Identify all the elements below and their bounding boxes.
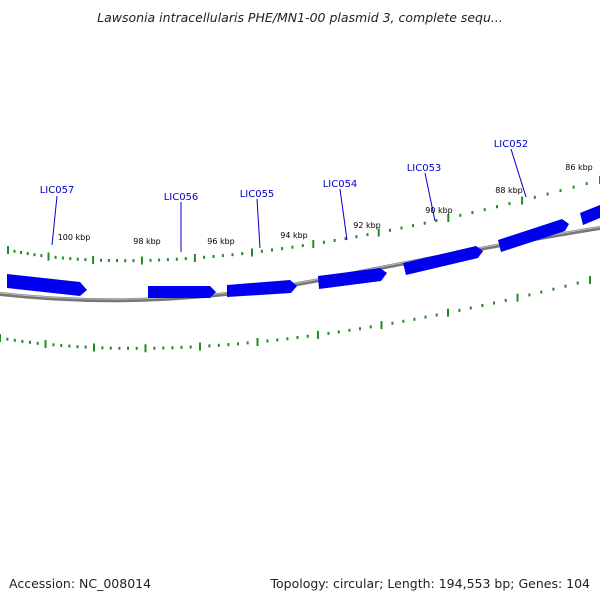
tick-label-92kbp: 92 kbp xyxy=(353,221,381,230)
tick-label-86kbp: 86 kbp xyxy=(565,163,593,172)
gene-labels: LIC057 LIC056 LIC055 LIC054 LIC053 LIC05… xyxy=(40,139,529,252)
tick-label-98kbp: 98 kbp xyxy=(133,237,161,246)
gene-arrow[interactable] xyxy=(227,280,297,297)
inner-tick-track xyxy=(0,276,591,353)
gene-label-leader xyxy=(510,148,527,198)
gene-label-lic056[interactable]: LIC056 xyxy=(164,192,199,203)
map-title: Lawsonia intracellularis PHE/MN1-00 plas… xyxy=(97,10,503,25)
gene-label-lic055[interactable]: LIC055 xyxy=(240,189,275,200)
gene-arrow[interactable] xyxy=(580,205,600,225)
gene-label-lic057[interactable]: LIC057 xyxy=(40,185,75,196)
outer-tick-track xyxy=(7,176,600,265)
gene-arrow[interactable] xyxy=(7,274,87,296)
tick-label-96kbp: 96 kbp xyxy=(207,237,235,246)
gene-arrow[interactable] xyxy=(318,268,387,289)
tick-labels: 100 kbp 98 kbp 96 kbp 94 kbp 92 kbp 90 k… xyxy=(58,163,593,246)
tick-label-88kbp: 88 kbp xyxy=(495,186,523,195)
gene-label-leader xyxy=(424,172,436,222)
sequence-summary: Topology: circular; Length: 194,553 bp; … xyxy=(270,576,591,591)
gene-arrow[interactable] xyxy=(403,246,483,275)
gene-label-leader xyxy=(256,198,261,249)
gene-arrows xyxy=(7,205,600,298)
gene-label-lic053[interactable]: LIC053 xyxy=(407,163,442,174)
accession-label: Accession: NC_008014 xyxy=(9,576,152,591)
tick-label-100kbp: 100 kbp xyxy=(58,233,91,242)
gene-arrow[interactable] xyxy=(498,219,569,252)
gene-label-lic054[interactable]: LIC054 xyxy=(323,179,358,190)
gene-label-leader xyxy=(339,188,348,241)
tick-label-94kbp: 94 kbp xyxy=(280,231,308,240)
gene-label-lic052[interactable]: LIC052 xyxy=(494,139,529,150)
tick-label-90kbp: 90 kbp xyxy=(425,206,453,215)
gene-arrow[interactable] xyxy=(148,286,216,298)
gene-label-leader xyxy=(51,195,58,246)
